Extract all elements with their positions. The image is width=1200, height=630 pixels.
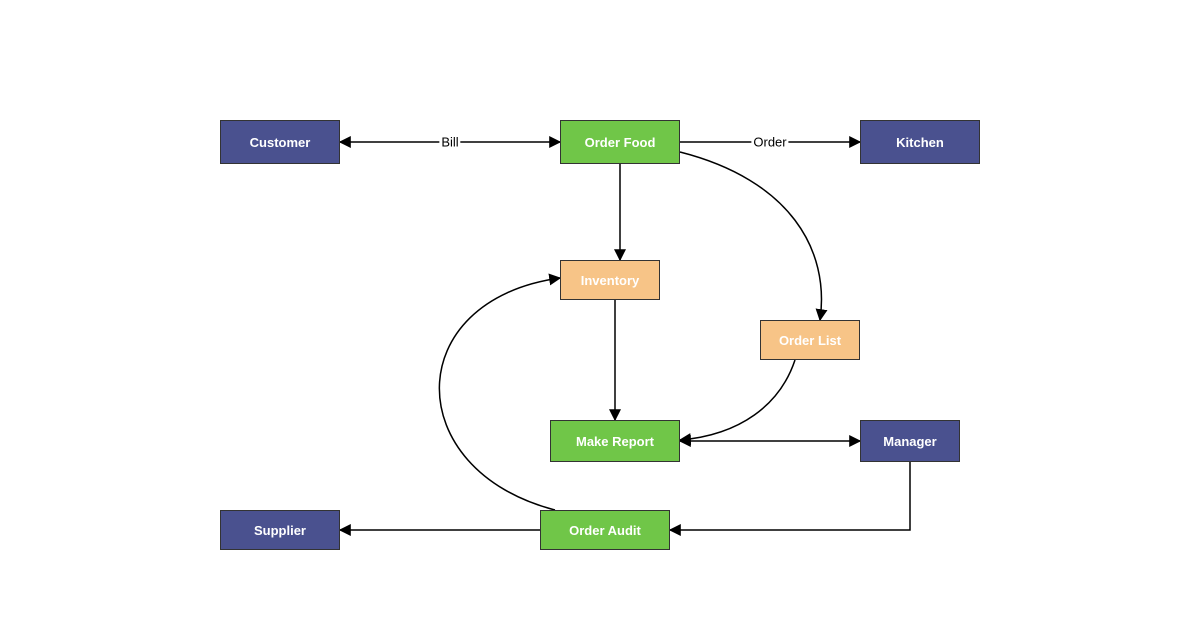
node-order-audit: Order Audit [540,510,670,550]
edge-label-of-kitch: Order [751,135,788,150]
diagram-canvas: Customer Order Food Kitchen Inventory Order … [0,0,1200,630]
node-kitchen: Kitchen [860,120,980,164]
node-manager: Manager [860,420,960,462]
node-order-list: Order List [760,320,860,360]
edge-label-of-cust: Bill [439,135,460,150]
node-customer: Customer [220,120,340,164]
edge-aud-inv [439,278,560,510]
edge-of-ol [680,152,821,320]
node-order-food: Order Food [560,120,680,164]
node-supplier: Supplier [220,510,340,550]
node-make-report: Make Report [550,420,680,462]
edge-mgr-aud [670,462,910,530]
edge-ol-rep [680,360,795,440]
node-inventory: Inventory [560,260,660,300]
